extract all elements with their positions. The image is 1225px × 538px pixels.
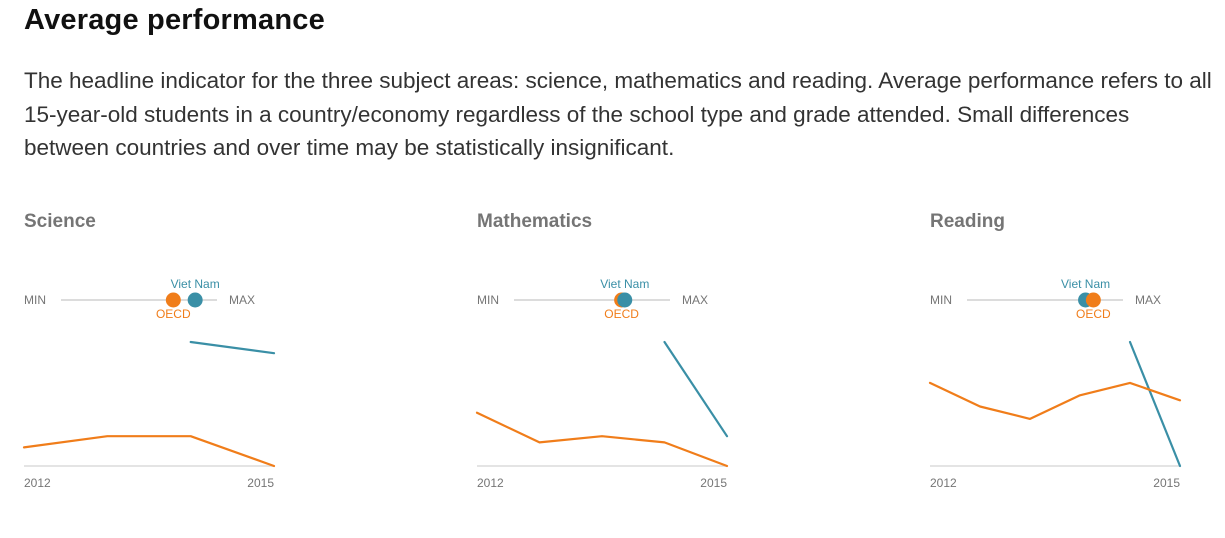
viet-nam-dot-label: Viet Nam xyxy=(171,277,220,291)
reading-chart: MIN MAX Viet Nam OECD 2012 2015 xyxy=(928,277,1182,490)
reading-title: Reading xyxy=(930,211,1005,232)
oecd-line xyxy=(928,381,1182,420)
max-label: MAX xyxy=(1135,293,1161,307)
page-description: The headline indicator for the three sub… xyxy=(24,68,1212,160)
viet-nam-dot xyxy=(617,292,633,308)
oecd-line xyxy=(475,411,729,468)
science-panel: Science MIN MAX Viet Nam OECD 2012 2015 xyxy=(22,205,324,505)
viet-nam-dot-label: Viet Nam xyxy=(600,277,649,291)
viet-nam-line xyxy=(1128,340,1182,468)
reading-panel: Reading MIN MAX Viet Nam OECD 2012 2015 xyxy=(928,205,1225,505)
viet-nam-dot-label: Viet Nam xyxy=(1061,277,1110,291)
page-title: Average performance xyxy=(24,4,325,36)
viet-nam-dot xyxy=(187,292,203,308)
x-tick-start: 2012 xyxy=(24,476,51,490)
x-tick-end: 2015 xyxy=(1153,476,1180,490)
mathematics-title: Mathematics xyxy=(477,211,593,232)
min-label: MIN xyxy=(930,293,952,307)
max-label: MAX xyxy=(682,293,708,307)
oecd-dot-label: OECD xyxy=(1076,307,1111,321)
max-label: MAX xyxy=(229,293,255,307)
viet-nam-line xyxy=(189,340,276,355)
x-tick-start: 2012 xyxy=(477,476,504,490)
x-tick-end: 2015 xyxy=(700,476,727,490)
oecd-dot xyxy=(165,292,181,308)
science-title: Science xyxy=(24,211,96,232)
x-tick-end: 2015 xyxy=(247,476,274,490)
oecd-dot xyxy=(1085,292,1101,308)
oecd-line xyxy=(22,435,276,468)
oecd-dot-label: OECD xyxy=(604,307,639,321)
mathematics-panel: Mathematics MIN MAX Viet Nam OECD 2012 2015 xyxy=(475,205,777,505)
min-label: MIN xyxy=(24,293,46,307)
science-chart: MIN MAX Viet Nam OECD 2012 2015 xyxy=(22,277,276,490)
viet-nam-line xyxy=(663,340,729,438)
min-label: MIN xyxy=(477,293,499,307)
oecd-dot-label: OECD xyxy=(156,307,191,321)
mathematics-chart: MIN MAX Viet Nam OECD 2012 2015 xyxy=(475,277,729,490)
x-tick-start: 2012 xyxy=(930,476,957,490)
